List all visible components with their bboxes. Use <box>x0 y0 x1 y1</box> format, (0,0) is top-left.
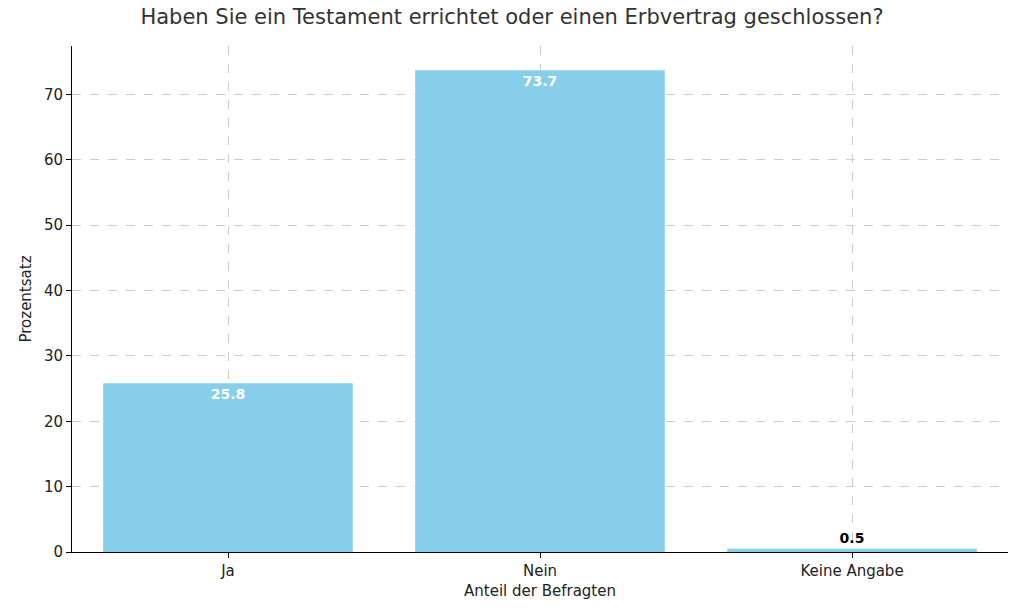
svg-text:30: 30 <box>44 347 63 365</box>
svg-text:70: 70 <box>44 86 63 104</box>
svg-text:Anteil der Befragten: Anteil der Befragten <box>464 582 616 600</box>
svg-text:Keine Angabe: Keine Angabe <box>800 562 903 580</box>
svg-text:Haben Sie ein Testament errich: Haben Sie ein Testament errichtet oder e… <box>140 5 883 29</box>
svg-text:60: 60 <box>44 151 63 169</box>
svg-text:20: 20 <box>44 413 63 431</box>
svg-text:40: 40 <box>44 282 63 300</box>
svg-text:10: 10 <box>44 478 63 496</box>
svg-text:0.5: 0.5 <box>840 530 865 546</box>
svg-text:50: 50 <box>44 216 63 234</box>
svg-text:Nein: Nein <box>523 562 557 580</box>
svg-text:73.7: 73.7 <box>523 73 558 89</box>
svg-text:0: 0 <box>53 543 63 561</box>
svg-text:Prozentsatz: Prozentsatz <box>17 255 35 342</box>
svg-text:25.8: 25.8 <box>211 386 246 402</box>
svg-text:Ja: Ja <box>220 562 235 580</box>
